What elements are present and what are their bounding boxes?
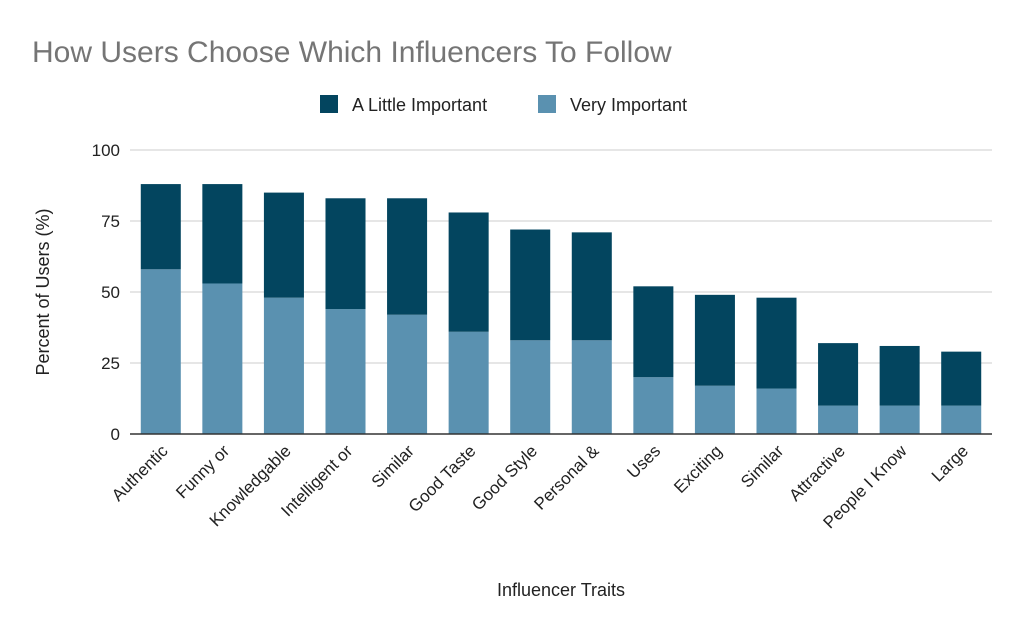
- bar-very-important: [202, 283, 243, 434]
- bar-very-important: [510, 340, 551, 434]
- bar-very-important: [694, 385, 735, 434]
- bar-very-important: [448, 331, 489, 434]
- x-tick-label: Good Style: [468, 441, 541, 514]
- bar-a-little-important: [818, 343, 859, 406]
- bar-a-little-important: [448, 212, 489, 332]
- y-tick-label: 100: [92, 141, 120, 160]
- bar-a-little-important: [140, 184, 181, 270]
- chart-title: How Users Choose Which Influencers To Fo…: [32, 36, 672, 69]
- bar-very-important: [818, 405, 859, 434]
- bar-very-important: [140, 269, 181, 434]
- y-axis-label: Percent of Users (%): [33, 208, 53, 375]
- gridlines: [130, 149, 992, 364]
- bar-a-little-important: [510, 229, 551, 341]
- y-tick-label: 0: [111, 425, 120, 444]
- legend-swatch: [320, 95, 338, 113]
- bar-very-important: [941, 405, 982, 434]
- bar-a-little-important: [202, 184, 243, 284]
- bar-a-little-important: [387, 198, 428, 315]
- y-axis-ticks: 0 25 50 75 100: [92, 141, 120, 444]
- bar-very-important: [633, 377, 674, 434]
- bar-a-little-important: [941, 351, 982, 406]
- x-tick-label: Uses: [623, 441, 664, 482]
- bar-a-little-important: [879, 345, 920, 406]
- x-tick-label: Authentic: [108, 441, 172, 505]
- y-tick-label: 50: [101, 283, 120, 302]
- legend-label: A Little Important: [352, 95, 487, 115]
- bars: [140, 184, 982, 434]
- x-tick-label: Similar: [368, 441, 418, 491]
- legend-swatch: [538, 95, 556, 113]
- bar-very-important: [263, 297, 304, 434]
- bar-a-little-important: [263, 192, 304, 298]
- y-tick-label: 25: [101, 354, 120, 373]
- legend: A Little Important Very Important: [320, 95, 687, 115]
- bar-very-important: [387, 314, 428, 434]
- bar-very-important: [325, 309, 366, 434]
- x-tick-label: Exciting: [670, 441, 726, 497]
- x-tick-label: Good Taste: [405, 441, 480, 516]
- bar-a-little-important: [756, 297, 797, 389]
- x-tick-label: Attractive: [785, 441, 849, 505]
- bar-very-important: [571, 340, 612, 434]
- bar-a-little-important: [325, 198, 366, 310]
- x-tick-label: Personal &: [530, 441, 603, 514]
- bar-a-little-important: [633, 286, 674, 378]
- bar-a-little-important: [571, 232, 612, 341]
- y-tick-label: 75: [101, 212, 120, 231]
- bar-very-important: [879, 405, 920, 434]
- legend-label: Very Important: [570, 95, 687, 115]
- x-axis-tick-labels: Authentic Funny orKnowledgableIntelligent…: [108, 441, 972, 532]
- bar-a-little-important: [694, 294, 735, 386]
- bar-very-important: [756, 388, 797, 434]
- x-tick-label: Large: [928, 441, 972, 485]
- x-tick-label: Similar: [737, 441, 787, 491]
- x-axis-label: Influencer Traits: [497, 580, 625, 600]
- x-tick-label: Funny or: [172, 441, 233, 502]
